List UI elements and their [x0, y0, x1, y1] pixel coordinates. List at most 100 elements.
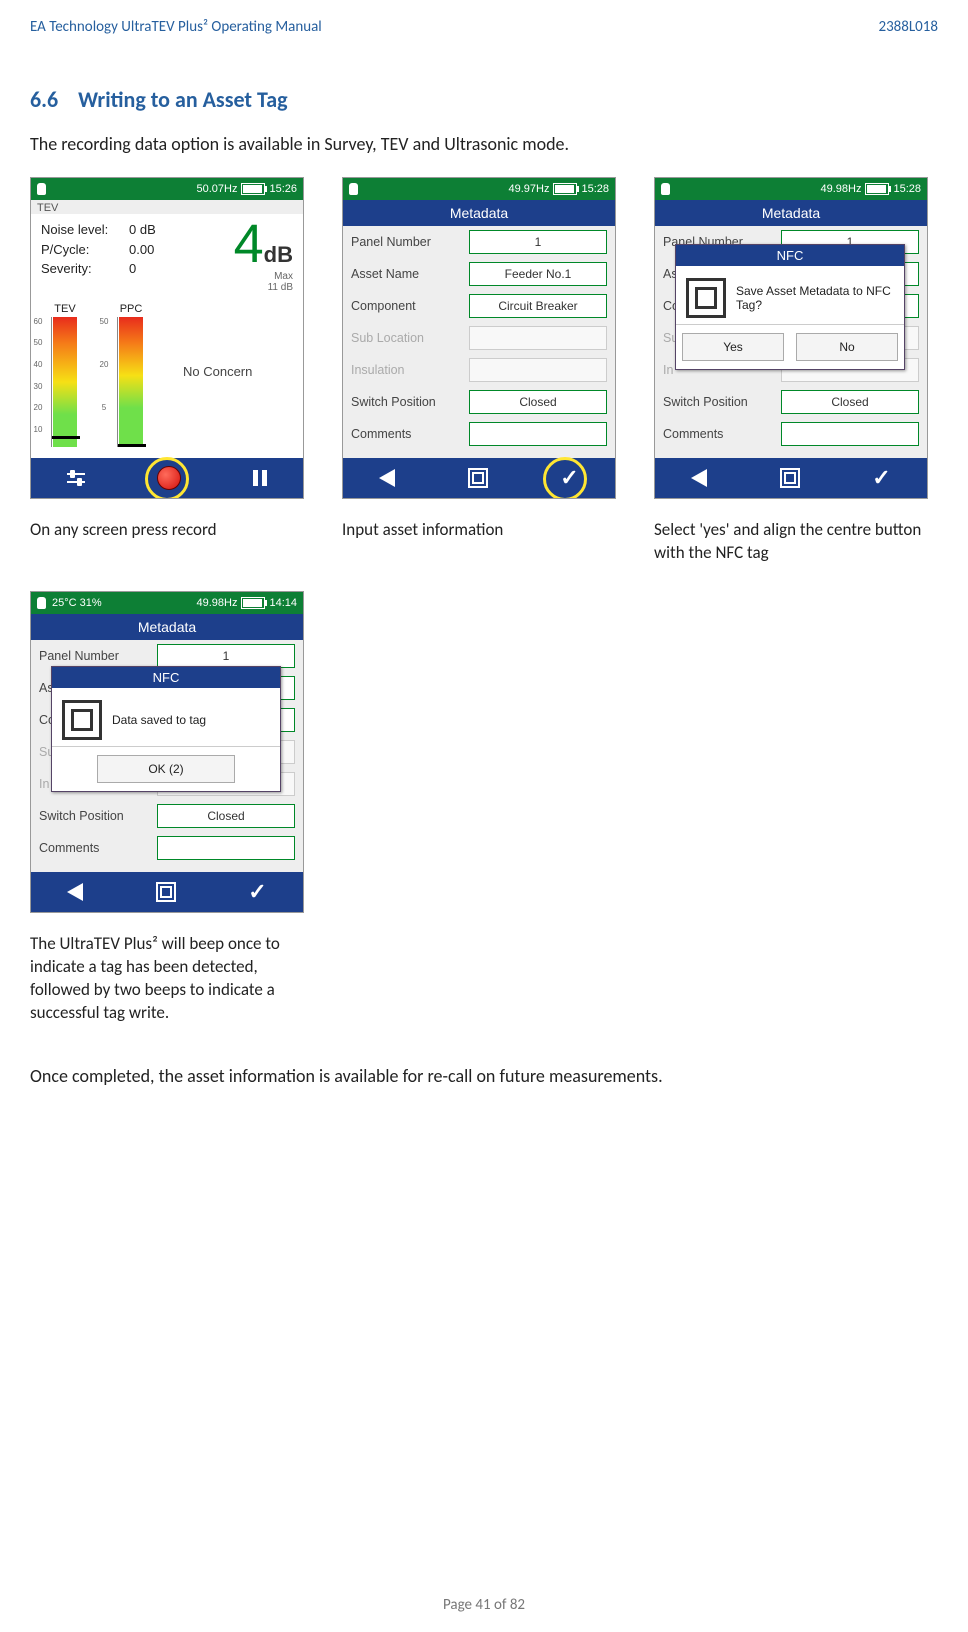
field-label: Switch Position — [39, 809, 157, 823]
max-label: Max — [274, 271, 293, 282]
screen-title: Metadata — [655, 200, 927, 226]
screenshot-nfc-saved: 25°C 31% 49.98Hz 14:14 Metadata Panel Nu… — [30, 591, 304, 913]
status-hz: 49.97Hz — [508, 183, 549, 195]
caption-4: The UltraTEV Plus² will beep once to ind… — [30, 933, 302, 1025]
status-time: 15:28 — [581, 183, 609, 195]
record-button[interactable] — [157, 466, 181, 490]
battery-icon — [241, 183, 265, 195]
screen-title: Metadata — [31, 614, 303, 640]
status-bar: 25°C 31% 49.98Hz 14:14 — [31, 592, 303, 614]
status-hz: 49.98Hz — [820, 183, 861, 195]
severity-label: Severity: — [41, 259, 129, 279]
doc-code: 2388L018 — [878, 18, 938, 36]
pcycle-label: P/Cycle: — [41, 240, 129, 260]
field-label: Sub Location — [351, 331, 469, 345]
dialog-title: NFC — [52, 667, 280, 688]
back-icon[interactable] — [691, 469, 707, 487]
dialog-title: NFC — [676, 245, 904, 266]
battery-icon — [241, 597, 265, 609]
caption-3: Select 'yes' and align the centre button… — [654, 519, 926, 565]
field-input[interactable] — [469, 422, 607, 446]
form-row: ComponentCircuit Breaker — [343, 290, 615, 322]
status-time: 15:26 — [269, 183, 297, 195]
ppc-bar-title: PPC — [107, 303, 155, 315]
dialog-message: Save Asset Metadata to NFC Tag? — [736, 284, 894, 312]
screenshot-metadata-input: 49.97Hz 15:28 Metadata Panel Number1Asse… — [342, 177, 616, 499]
field-input — [469, 326, 607, 350]
noise-label: Noise level: — [41, 220, 129, 240]
field-input[interactable]: Circuit Breaker — [469, 294, 607, 318]
field-input[interactable]: Feeder No.1 — [469, 262, 607, 286]
status-bar: 49.98Hz 15:28 — [655, 178, 927, 200]
tev-bar: 605040302010 — [51, 317, 80, 447]
screenshot-nfc-prompt: 49.98Hz 15:28 Metadata Panel Number1AsCo… — [654, 177, 928, 499]
form-row: Panel Number1 — [343, 226, 615, 258]
pcycle-value: 0.00 — [129, 240, 154, 260]
noise-value: 0 dB — [129, 220, 156, 240]
status-time: 14:14 — [269, 597, 297, 609]
field-label: Comments — [39, 841, 157, 855]
status-bar: 49.97Hz 15:28 — [343, 178, 615, 200]
back-icon[interactable] — [67, 883, 83, 901]
confirm-check-icon[interactable]: ✓ — [560, 465, 578, 491]
field-label: Component — [351, 299, 469, 313]
field-label: Asset Name — [351, 267, 469, 281]
max-value: 11 dB — [268, 282, 293, 293]
caption-2: Input asset information — [342, 519, 614, 542]
doc-title: EA Technology UltraTEV Plus² Operating M… — [30, 18, 322, 36]
screenshot-tev-measure: 50.07Hz 15:26 TEV Noise level:0 dB P/Cyc… — [30, 177, 304, 499]
main-reading-unit: dB — [264, 242, 293, 267]
confirm-check-icon[interactable]: ✓ — [248, 879, 266, 905]
dialog-ok-button[interactable]: OK (2) — [97, 755, 235, 783]
settings-sliders-icon[interactable] — [67, 470, 85, 486]
status-hz: 50.07Hz — [196, 183, 237, 195]
back-icon[interactable] — [379, 469, 395, 487]
readings-block: Noise level:0 dB P/Cycle:0.00 Severity:0 — [41, 220, 234, 293]
field-label: Panel Number — [351, 235, 469, 249]
pause-icon[interactable] — [253, 470, 267, 486]
field-label: Comments — [351, 427, 469, 441]
field-input[interactable]: Closed — [157, 804, 295, 828]
mic-icon — [37, 183, 46, 195]
field-label: Switch Position — [663, 395, 781, 409]
field-input[interactable]: 1 — [469, 230, 607, 254]
status-time: 15:28 — [893, 183, 921, 195]
field-input — [469, 358, 607, 382]
nfc-tag-icon — [686, 278, 726, 318]
status-temp: 25°C 31% — [52, 597, 102, 609]
dialog-no-button[interactable]: No — [796, 333, 898, 361]
form-row: Comments — [31, 832, 303, 864]
battery-icon — [865, 183, 889, 195]
ppc-bar: 50205 — [117, 317, 146, 447]
form-row: Switch PositionClosed — [31, 800, 303, 832]
field-label: Insulation — [351, 363, 469, 377]
dialog-yes-button[interactable]: Yes — [682, 333, 784, 361]
mic-icon — [37, 597, 46, 609]
section-number: 6.6 — [30, 86, 58, 113]
field-input[interactable]: 1 — [157, 644, 295, 668]
mode-label: TEV — [31, 200, 303, 214]
field-input[interactable]: Closed — [781, 390, 919, 414]
nfc-save-dialog: NFC Save Asset Metadata to NFC Tag? Yes … — [675, 244, 905, 370]
form-row: Insulation — [343, 354, 615, 386]
nfc-icon[interactable] — [780, 468, 800, 488]
form-row: Comments — [655, 418, 927, 450]
confirm-check-icon[interactable]: ✓ — [872, 465, 890, 491]
field-input[interactable]: Closed — [469, 390, 607, 414]
conclusion-text: Once completed, the asset information is… — [30, 1065, 938, 1087]
nfc-icon[interactable] — [468, 468, 488, 488]
field-input[interactable] — [157, 836, 295, 860]
caption-1: On any screen press record — [30, 519, 302, 542]
form-row: Comments — [343, 418, 615, 450]
main-reading-value: 4 — [234, 220, 264, 269]
form-row: Switch PositionClosed — [655, 386, 927, 418]
form-row: Sub Location — [343, 322, 615, 354]
form-row: Asset NameFeeder No.1 — [343, 258, 615, 290]
tev-bar-title: TEV — [41, 303, 89, 315]
nfc-tag-icon — [62, 700, 102, 740]
page-footer: Page 41 of 82 — [0, 1596, 968, 1614]
field-label: Comments — [663, 427, 781, 441]
field-input[interactable] — [781, 422, 919, 446]
severity-value: 0 — [129, 259, 136, 279]
nfc-icon[interactable] — [156, 882, 176, 902]
